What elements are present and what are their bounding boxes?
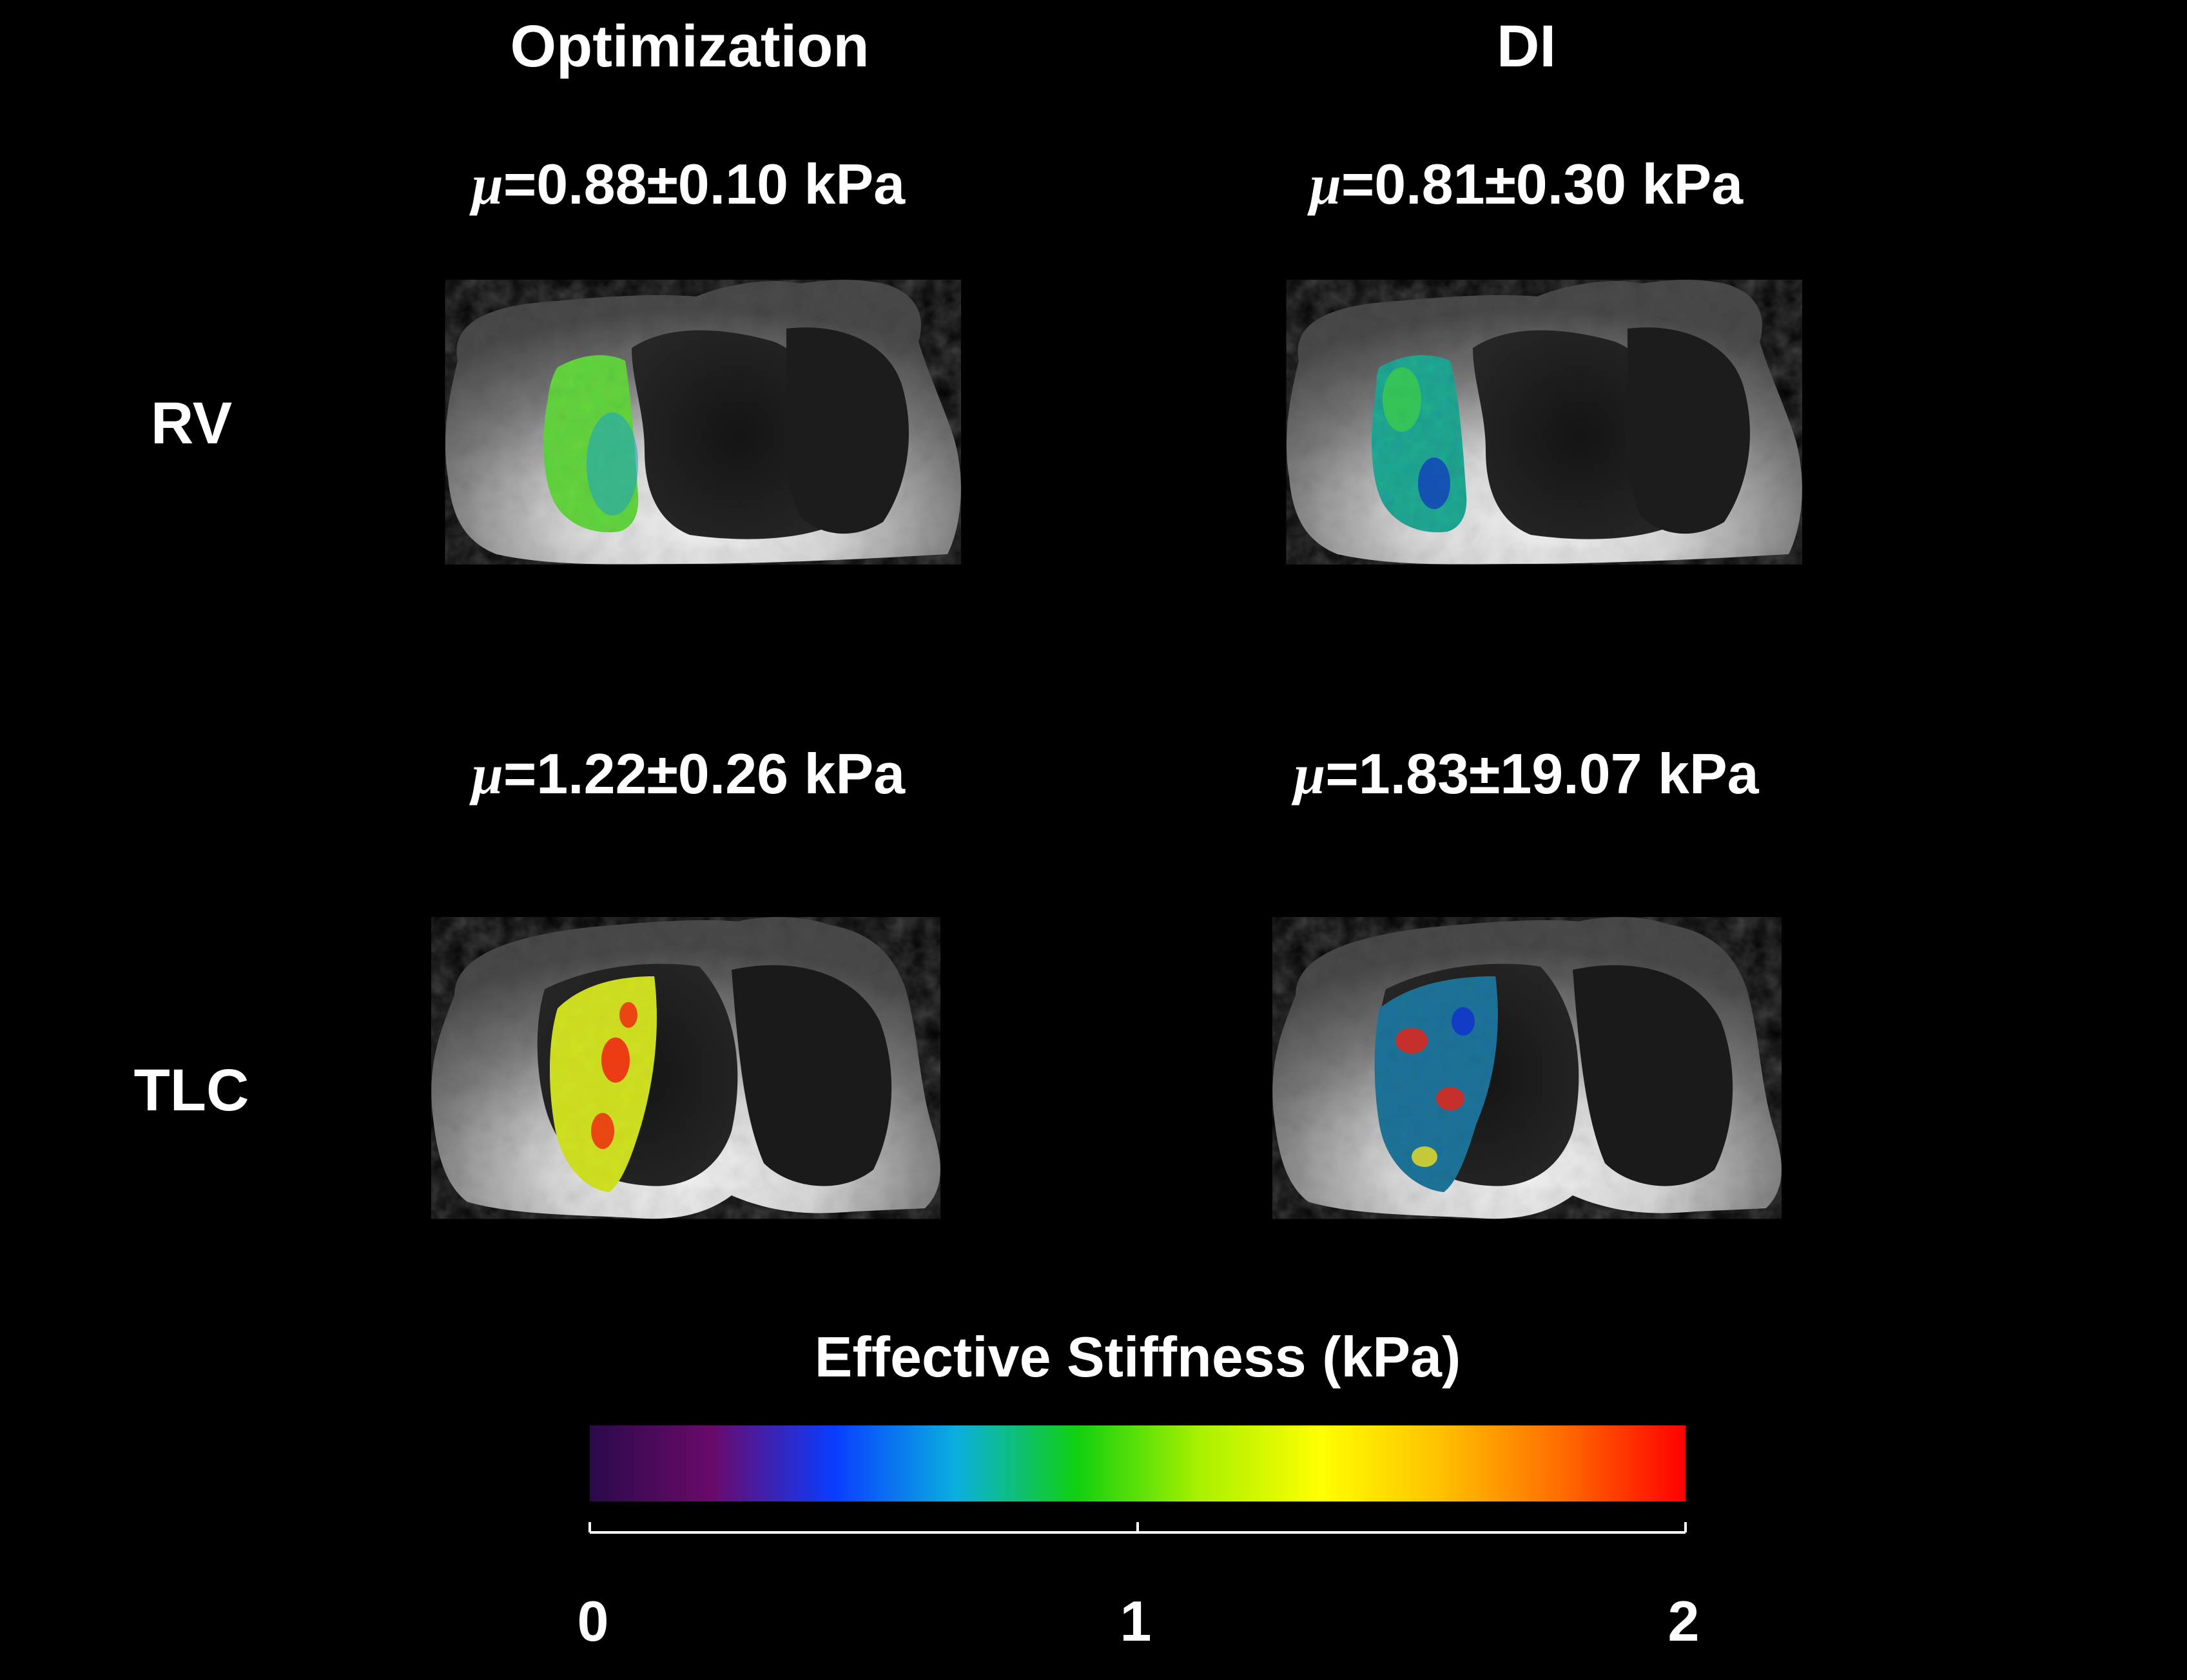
column-title-di: DI [1497, 14, 1556, 79]
mri-panel-rv-optimization [445, 280, 961, 565]
colorbar-tick-label-0: 0 [577, 1589, 609, 1653]
row-label-rv: RV [150, 391, 233, 456]
mean-rv-optimization: μ=0.88±0.10 kPa [471, 152, 906, 217]
mri-panel-tlc-optimization [431, 917, 940, 1219]
colorbar-title: Effective Stiffness (kPa) [814, 1325, 1461, 1389]
colorbar-tick-label-1: 1 [1120, 1589, 1152, 1653]
mean-tlc-optimization: μ=1.22±0.26 kPa [471, 742, 906, 806]
mean-rv-di: μ=0.81±0.30 kPa [1309, 152, 1744, 217]
row-label-tlc: TLC [133, 1057, 249, 1123]
colorbar-bar [590, 1425, 1686, 1501]
mean-tlc-di: μ=1.83±19.07 kPa [1294, 742, 1759, 806]
mri-panel-tlc-di [1272, 917, 1782, 1219]
colorbar [588, 1425, 1687, 1534]
colorbar-tick-label-2: 2 [1667, 1589, 1700, 1653]
column-title-optimization: Optimization [510, 14, 870, 79]
mri-panel-rv-di [1286, 280, 1802, 565]
